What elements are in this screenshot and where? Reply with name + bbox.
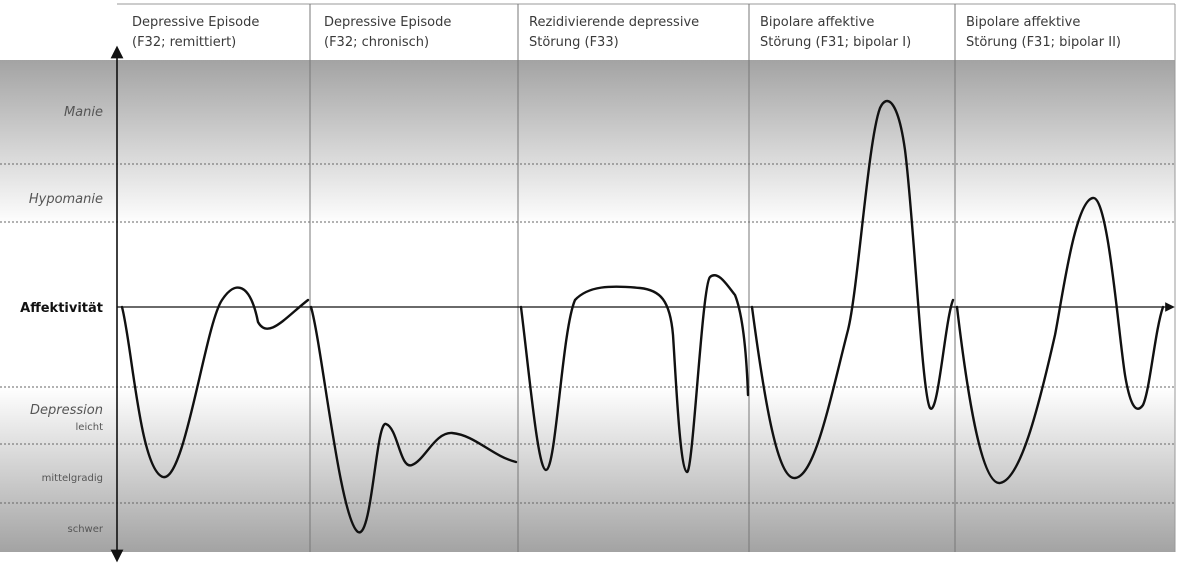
row-label-mittelgradig: mittelgradig [42,473,103,484]
middle-band-neutral [0,225,1175,387]
column-title-4-line1: Bipolare affektive [760,15,874,30]
mood-curves [120,99,1165,534]
curve-f32-chronisch [309,305,518,534]
row-label-manie: Manie [64,105,103,120]
column-separators [309,4,956,552]
column-title-2-line1: Depressive Episode [324,15,451,30]
lower-band-depressive [0,387,1175,552]
row-labels: Manie Hypomanie Affektivität Depression … [20,105,104,535]
column-title-3-line1: Rezidivierende depressive [529,15,699,30]
row-label-schwer: schwer [68,524,104,535]
column-title-2-line2: (F32; chronisch) [324,35,429,50]
row-label-affektivitaet: Affektivität [20,301,103,316]
column-title-1-line2: (F32; remittiert) [132,35,236,50]
column-title-5-line1: Bipolare affektive [966,15,1080,30]
column-title-1-line1: Depressive Episode [132,15,259,30]
curve-f32-remittiert [120,286,310,479]
column-title-3-line2: Störung (F33) [529,35,619,50]
column-title-5-line2: Störung (F31; bipolar II) [966,35,1121,50]
column-titles: Depressive Episode (F32; remittiert) Dep… [132,15,1121,50]
row-label-hypomanie: Hypomanie [29,192,103,207]
column-title-4-line2: Störung (F31; bipolar I) [760,35,911,50]
upper-band-manic [0,60,1175,225]
row-label-depression: Depression [30,403,103,418]
curve-f31-bipolar1 [750,99,955,480]
curve-f31-bipolar2 [955,196,1165,485]
row-label-leicht: leicht [76,422,104,433]
curve-f33-rezidivierend [519,274,750,474]
